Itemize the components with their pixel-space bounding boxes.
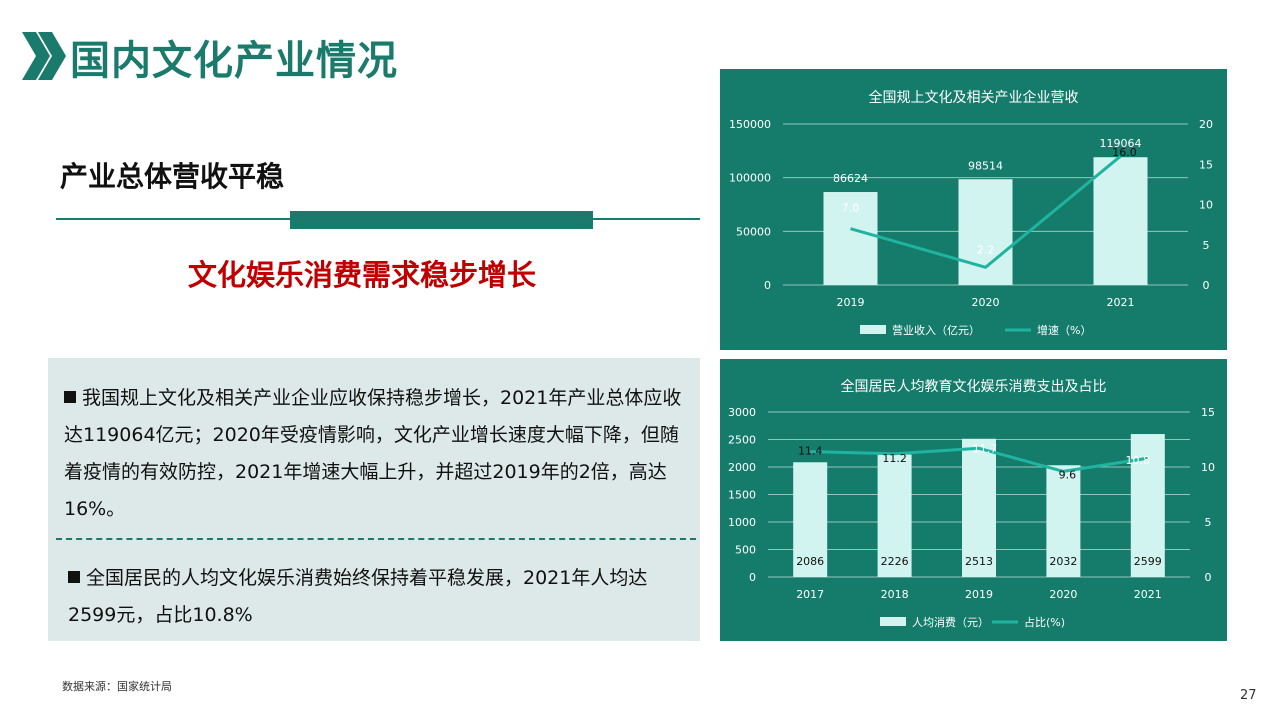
- line-data-label: 11.7: [973, 442, 998, 455]
- bar: [823, 192, 878, 285]
- series-line: [850, 155, 1122, 269]
- legend-label-bar: 营业收入（亿元）: [892, 323, 980, 337]
- y-tick-label-left: 100000: [729, 172, 771, 185]
- y-tick-label-right: 5: [1205, 516, 1212, 529]
- y-tick-label-left: 3000: [728, 406, 756, 419]
- line-data-label: 9.6: [1059, 468, 1077, 481]
- revenue-chart: 全国规上文化及相关产业企业营收 0 50000 100000 150000 0 5 10 15 2…: [720, 69, 1227, 350]
- bullet-text: 全国居民的人均文化娱乐消费始终保持着平稳发展，2021年人均达2599元，占比1…: [68, 567, 648, 626]
- bar-data-label: 2599: [1134, 555, 1162, 568]
- line-data-label: 10.8: [1126, 454, 1151, 467]
- chart-title: 全国居民人均教育文化娱乐消费支出及占比: [841, 378, 1107, 395]
- bar-data-label: 2086: [796, 555, 824, 568]
- bar-data-label: 2513: [965, 555, 993, 568]
- bar: [1130, 434, 1165, 577]
- page-number: 27: [1240, 688, 1257, 703]
- legend-label-line: 增速（%）: [1037, 323, 1091, 337]
- y-tick-label-right: 0: [1205, 571, 1212, 584]
- data-source-note: 数据来源：国家统计局: [62, 680, 172, 693]
- page-title: 国内文化产业情况: [70, 38, 398, 84]
- summary-panel: 我国规上文化及相关产业企业应收保持稳步增长，2021年产业总体应收达119064…: [48, 358, 700, 641]
- bar-data-label: 2226: [881, 555, 909, 568]
- y-tick-label-left: 50000: [736, 225, 771, 238]
- y-tick-label-right: 5: [1203, 239, 1210, 252]
- consumption-chart: 全国居民人均教育文化娱乐消费支出及占比 0 500 1000 1500 2000 2500 3…: [720, 359, 1227, 641]
- bullet-item-consumption: 全国居民的人均文化娱乐消费始终保持着平稳发展，2021年人均达2599元，占比1…: [68, 560, 688, 634]
- y-tick-label-left: 0: [764, 279, 771, 292]
- chevron-decor-icon: [22, 32, 66, 80]
- bar: [962, 438, 996, 577]
- line-data-label: 11.4: [798, 445, 823, 458]
- bar-data-label: 98514: [968, 159, 1003, 172]
- x-tick-label: 2021: [1107, 296, 1135, 309]
- x-tick-label: 2020: [1049, 588, 1077, 601]
- bar-data-label: 86624: [833, 172, 868, 185]
- x-tick-label: 2021: [1134, 588, 1162, 601]
- dashed-divider: [56, 538, 696, 540]
- chart-title: 全国规上文化及相关产业企业营收: [869, 89, 1079, 106]
- y-tick-label-left: 2500: [728, 434, 756, 447]
- bar-data-label: 2032: [1049, 555, 1077, 568]
- y-tick-label-right: 20: [1199, 118, 1213, 131]
- line-data-label: 2.2: [977, 243, 995, 256]
- y-tick-label-right: 0: [1203, 279, 1210, 292]
- line-data-label: 11.2: [882, 452, 907, 465]
- bullet-square-icon: [64, 391, 76, 403]
- highlight-statement: 文化娱乐消费需求稳步增长: [188, 258, 537, 292]
- bar: [1093, 157, 1148, 285]
- bar: [1046, 465, 1081, 577]
- divider-bar: [290, 211, 593, 229]
- x-tick-label: 2019: [965, 588, 993, 601]
- section-subtitle: 产业总体营收平稳: [60, 160, 285, 193]
- line-data-label: 7.0: [842, 202, 860, 215]
- bar: [793, 462, 828, 577]
- series-line: [810, 446, 1149, 473]
- y-tick-label-right: 10: [1199, 199, 1213, 212]
- y-tick-label-right: 15: [1199, 158, 1213, 171]
- x-tick-label: 2018: [881, 588, 909, 601]
- bar: [958, 179, 1013, 285]
- consumption-chart-svg: 全国居民人均教育文化娱乐消费支出及占比 0 500 1000 1500 2000 2500 3…: [728, 378, 1215, 629]
- y-tick-label-left: 0: [749, 571, 756, 584]
- y-tick-label-left: 1500: [728, 489, 756, 502]
- bullet-text: 我国规上文化及相关产业企业应收保持稳步增长，2021年产业总体应收达119064…: [64, 387, 682, 520]
- bar-data-label: 119064: [1100, 137, 1142, 150]
- y-tick-label-left: 150000: [729, 118, 771, 131]
- legend-label-bar: 人均消费（元）: [912, 615, 989, 629]
- bullet-item-revenue: 我国规上文化及相关产业企业应收保持稳步增长，2021年产业总体应收达119064…: [64, 380, 694, 528]
- y-tick-label-right: 15: [1201, 406, 1215, 419]
- x-tick-label: 2020: [972, 296, 1000, 309]
- line-data-label: 16.0: [1112, 146, 1137, 159]
- revenue-chart-svg: 全国规上文化及相关产业企业营收 0 50000 100000 150000 0 5 10 15 2…: [729, 89, 1213, 337]
- legend-swatch-bar: [860, 325, 886, 334]
- bullet-square-icon: [68, 571, 80, 583]
- x-tick-label: 2017: [796, 588, 824, 601]
- legend-label-line: 占比(%): [1024, 615, 1065, 629]
- legend-swatch-bar: [880, 617, 906, 626]
- bar: [877, 454, 912, 577]
- y-tick-label-left: 2000: [728, 461, 756, 474]
- y-tick-label-left: 1000: [728, 516, 756, 529]
- y-tick-label-left: 500: [735, 544, 756, 557]
- x-tick-label: 2019: [837, 296, 865, 309]
- y-tick-label-right: 10: [1201, 461, 1215, 474]
